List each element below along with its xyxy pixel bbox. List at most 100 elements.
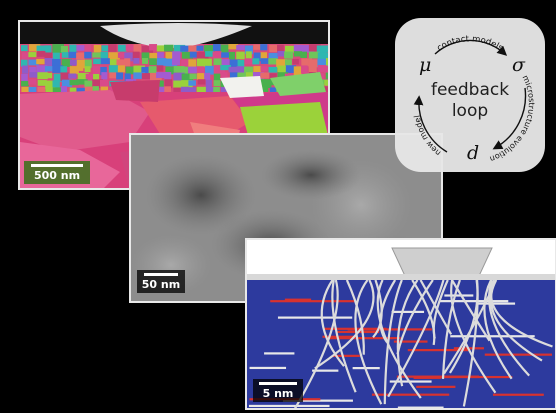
dislocation-line bbox=[387, 279, 445, 398]
grain bbox=[229, 59, 240, 67]
grain bbox=[92, 65, 103, 75]
grain bbox=[317, 58, 328, 67]
grain bbox=[189, 73, 197, 80]
dislocation-line bbox=[294, 279, 339, 408]
stacking-fault bbox=[284, 298, 312, 301]
grain bbox=[180, 45, 192, 52]
grain bbox=[300, 51, 307, 58]
grain bbox=[141, 58, 149, 64]
grain bbox=[229, 72, 238, 79]
grain bbox=[157, 86, 167, 94]
grain bbox=[317, 52, 326, 61]
grain bbox=[188, 80, 196, 86]
grain bbox=[20, 59, 28, 67]
grain bbox=[237, 59, 245, 67]
grain bbox=[196, 86, 207, 94]
grain bbox=[92, 86, 99, 93]
stacking-fault bbox=[439, 300, 509, 303]
grain bbox=[132, 51, 140, 61]
grain bbox=[36, 58, 47, 65]
grain bbox=[221, 72, 228, 81]
grain bbox=[213, 58, 222, 67]
scale-bar-line bbox=[259, 382, 297, 385]
md-simulation-panel: 5 nm bbox=[245, 238, 556, 410]
stacking-fault bbox=[407, 349, 469, 352]
grain bbox=[165, 66, 176, 75]
scale-bar-line bbox=[144, 273, 178, 276]
grain bbox=[76, 59, 87, 69]
grain bbox=[52, 44, 64, 53]
grain bbox=[324, 79, 328, 86]
grain bbox=[293, 51, 303, 57]
dislocation-line bbox=[449, 279, 479, 374]
grain bbox=[188, 66, 200, 74]
loop-title-line2: loop bbox=[451, 101, 489, 121]
grain bbox=[308, 51, 320, 59]
grain bbox=[117, 65, 125, 73]
grain bbox=[221, 59, 230, 68]
grain bbox=[69, 66, 79, 75]
grain bbox=[141, 66, 149, 75]
grain bbox=[180, 66, 189, 75]
grain bbox=[84, 44, 92, 54]
grain bbox=[205, 79, 212, 89]
stacking-fault bbox=[371, 393, 450, 396]
grain bbox=[100, 51, 108, 60]
grain bbox=[173, 66, 185, 73]
grain bbox=[316, 45, 328, 53]
grain bbox=[301, 58, 313, 67]
grain bbox=[93, 58, 103, 65]
grain bbox=[205, 87, 216, 96]
grain bbox=[301, 45, 314, 53]
dislocation-line bbox=[376, 279, 422, 399]
grain bbox=[213, 73, 221, 81]
feedback-loop-diagram: contact models microstructure evolution … bbox=[395, 18, 545, 172]
grain bbox=[293, 44, 303, 53]
grain bbox=[204, 58, 212, 67]
grain bbox=[125, 44, 135, 51]
grain bbox=[308, 44, 321, 52]
grain bbox=[68, 73, 77, 79]
grain bbox=[44, 66, 56, 72]
dislocation-line bbox=[411, 279, 436, 346]
grain bbox=[44, 58, 54, 66]
grain bbox=[68, 51, 78, 59]
grain bbox=[77, 72, 89, 81]
grain bbox=[44, 52, 53, 62]
grain bbox=[28, 59, 39, 66]
d-symbol: d bbox=[467, 142, 480, 164]
grain bbox=[116, 59, 127, 67]
grain bbox=[212, 44, 221, 52]
grain bbox=[325, 58, 328, 66]
arc-label-top: contact models bbox=[435, 34, 505, 54]
grain bbox=[245, 51, 252, 60]
grain bbox=[124, 73, 131, 82]
grain bbox=[52, 58, 61, 67]
grain bbox=[157, 52, 164, 59]
grain bbox=[133, 72, 146, 79]
grain bbox=[133, 58, 140, 64]
grain bbox=[60, 86, 68, 93]
grain bbox=[133, 44, 142, 53]
grain bbox=[269, 79, 276, 86]
stacking-fault bbox=[277, 316, 353, 319]
grain bbox=[181, 51, 194, 59]
grain bbox=[189, 51, 198, 58]
grain bbox=[76, 79, 88, 85]
grain bbox=[61, 58, 72, 67]
grain bbox=[92, 52, 104, 58]
grain bbox=[173, 44, 186, 53]
indenter-tip bbox=[391, 247, 493, 277]
grain bbox=[36, 65, 48, 74]
grain bbox=[269, 87, 282, 95]
grain bbox=[268, 52, 279, 59]
grain bbox=[284, 45, 296, 53]
grain bbox=[76, 52, 85, 60]
grain bbox=[69, 79, 79, 86]
stacking-fault bbox=[322, 335, 357, 338]
grain bbox=[213, 65, 225, 74]
stacking-fault bbox=[444, 294, 474, 297]
mu-symbol: μ bbox=[419, 54, 432, 76]
grain bbox=[141, 45, 154, 54]
grain bbox=[220, 44, 229, 53]
